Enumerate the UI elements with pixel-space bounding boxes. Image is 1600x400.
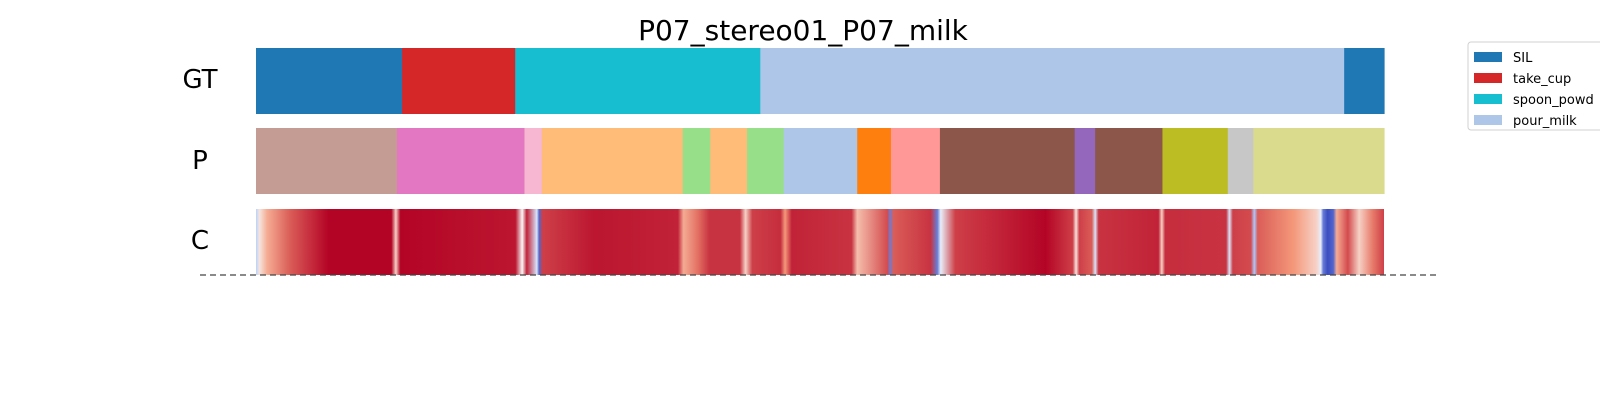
gt-segment-3 — [760, 48, 1345, 114]
gt-segment-2 — [515, 48, 761, 114]
prediction-segment-7 — [783, 128, 858, 194]
row-label-p: P — [192, 146, 208, 176]
legend-label-0: SIL — [1513, 51, 1533, 66]
prediction-segment-11 — [1074, 128, 1096, 194]
prediction-segment-0 — [256, 128, 398, 194]
prediction-segment-row — [256, 128, 1385, 194]
prediction-segment-1 — [396, 128, 526, 194]
prediction-segment-6 — [747, 128, 785, 194]
gt-segment-0 — [256, 48, 403, 114]
row-label-gt: GT — [182, 65, 217, 95]
legend-frame — [1467, 41, 1600, 131]
legend-swatch-3 — [1474, 115, 1502, 125]
prediction-segment-2 — [524, 128, 543, 194]
prediction-segment-14 — [1227, 128, 1254, 194]
gt-segment-1 — [402, 48, 516, 114]
gt-segment-4 — [1344, 48, 1385, 114]
prediction-segment-13 — [1162, 128, 1229, 194]
chart-title: P07_stereo01_P07_milk — [638, 14, 969, 47]
legend-label-3: pour_milk — [1513, 114, 1577, 129]
prediction-segment-4 — [682, 128, 711, 194]
legend-label-2: spoon_powd — [1513, 93, 1594, 108]
prediction-segment-8 — [857, 128, 892, 194]
prediction-segment-3 — [541, 128, 684, 194]
prediction-segment-15 — [1253, 128, 1385, 194]
legend-swatch-1 — [1474, 73, 1502, 83]
gt-segment-row — [256, 48, 1385, 114]
prediction-segment-12 — [1095, 128, 1164, 194]
row-label-c: C — [191, 226, 209, 256]
legend: SIL take_cup spoon_powd pour_milk — [1467, 41, 1600, 131]
prediction-segment-5 — [710, 128, 748, 194]
prediction-segment-10 — [939, 128, 1076, 194]
legend-swatch-0 — [1474, 52, 1502, 62]
legend-label-1: take_cup — [1513, 72, 1571, 87]
prediction-segment-9 — [890, 128, 941, 194]
confidence-heat-row — [256, 209, 1384, 275]
legend-swatch-2 — [1474, 94, 1502, 104]
